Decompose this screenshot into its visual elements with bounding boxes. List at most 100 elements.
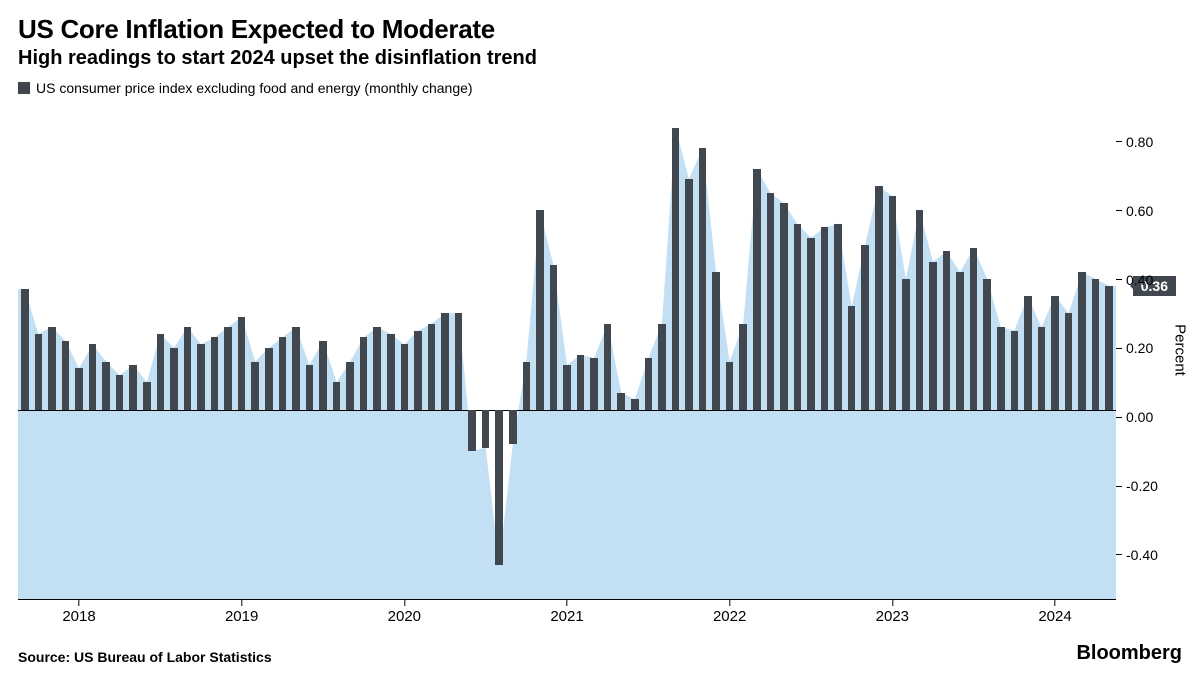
bar <box>821 227 828 409</box>
bar <box>414 331 421 410</box>
bar <box>1024 296 1031 410</box>
y-tick: 0.80 <box>1116 134 1182 150</box>
bar <box>550 265 557 410</box>
bar <box>929 262 936 410</box>
x-tick: 2024 <box>1038 600 1071 625</box>
legend-swatch <box>18 82 30 94</box>
x-tick: 2022 <box>713 600 746 625</box>
bar <box>62 341 69 410</box>
bar <box>617 393 624 410</box>
bar <box>807 238 814 410</box>
bar <box>89 344 96 409</box>
bar <box>983 279 990 410</box>
bar <box>712 272 719 410</box>
zero-line <box>18 410 1116 411</box>
bar <box>116 375 123 409</box>
bar <box>373 327 380 410</box>
bar <box>292 327 299 410</box>
bar <box>1065 313 1072 409</box>
bar <box>753 169 760 410</box>
bar <box>889 196 896 409</box>
bar <box>1051 296 1058 410</box>
chart-subtitle: High readings to start 2024 upset the di… <box>18 47 1182 70</box>
x-tick: 2018 <box>62 600 95 625</box>
bar <box>333 382 340 410</box>
bar <box>848 306 855 409</box>
area-fill <box>18 100 1116 599</box>
bar <box>536 210 543 410</box>
bar <box>129 365 136 410</box>
y-tick: 0.20 <box>1116 340 1182 356</box>
bar <box>1105 286 1112 410</box>
bar <box>48 327 55 410</box>
bar <box>251 362 258 410</box>
bar <box>387 334 394 410</box>
bar <box>604 324 611 410</box>
bar <box>970 248 977 410</box>
bar <box>834 224 841 410</box>
bar <box>184 327 191 410</box>
x-tick: 2023 <box>876 600 909 625</box>
bar <box>902 279 909 410</box>
y-tick: 0.00 <box>1116 409 1182 425</box>
bar <box>739 324 746 410</box>
bar <box>157 334 164 410</box>
y-tick: -0.20 <box>1116 478 1182 494</box>
bar <box>279 337 286 409</box>
y-tick: 0.60 <box>1116 203 1182 219</box>
bar <box>672 128 679 410</box>
bar <box>455 313 462 409</box>
bar <box>428 324 435 410</box>
bar <box>306 365 313 410</box>
bar <box>1011 331 1018 410</box>
bar <box>509 410 516 444</box>
bar <box>441 313 448 409</box>
chart-area: 0.36 Percent 0.800.600.400.200.00-0.20-0… <box>18 100 1182 636</box>
bar <box>75 368 82 409</box>
chart-title: US Core Inflation Expected to Moderate <box>18 14 1182 45</box>
y-tick: -0.40 <box>1116 547 1182 563</box>
bar <box>197 344 204 409</box>
bar <box>265 348 272 410</box>
bar <box>482 410 489 448</box>
bar <box>468 410 475 451</box>
bar <box>699 148 706 410</box>
y-tick: 0.40 <box>1116 272 1182 288</box>
source-text: Source: US Bureau of Labor Statistics <box>18 649 272 665</box>
bar <box>1078 272 1085 410</box>
bar <box>685 179 692 410</box>
bar <box>563 365 570 410</box>
bar <box>319 341 326 410</box>
bar <box>645 358 652 410</box>
bar <box>794 224 801 410</box>
bar <box>1092 279 1099 410</box>
bar <box>780 203 787 409</box>
bar <box>143 382 150 410</box>
bar <box>495 410 502 565</box>
bar <box>590 358 597 410</box>
legend: US consumer price index excluding food a… <box>18 80 1182 96</box>
brand-logo: Bloomberg <box>1076 642 1182 665</box>
x-tick: 2021 <box>550 600 583 625</box>
bar <box>238 317 245 410</box>
bar <box>401 344 408 409</box>
legend-label: US consumer price index excluding food a… <box>36 80 473 96</box>
bar <box>767 193 774 410</box>
bar <box>360 337 367 409</box>
bar <box>21 289 28 409</box>
bar <box>916 210 923 410</box>
bar <box>211 337 218 409</box>
bar <box>875 186 882 410</box>
bar <box>170 348 177 410</box>
bar <box>224 327 231 410</box>
bar <box>346 362 353 410</box>
bar <box>956 272 963 410</box>
bar <box>658 324 665 410</box>
bar <box>523 362 530 410</box>
bar <box>631 399 638 409</box>
bar <box>35 334 42 410</box>
x-tick: 2020 <box>388 600 421 625</box>
bar <box>577 355 584 410</box>
bar <box>943 251 950 409</box>
bar <box>102 362 109 410</box>
